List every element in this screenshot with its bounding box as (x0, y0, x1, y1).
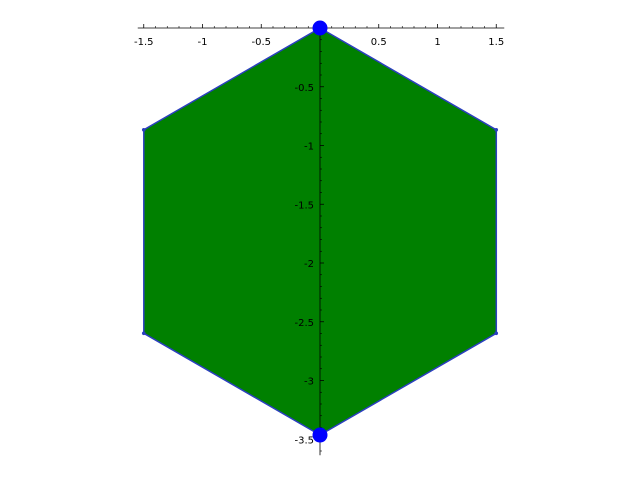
x-tick-label: -0.5 (251, 37, 271, 48)
highlight-point-0 (312, 20, 328, 36)
y-tick-label: -2 (304, 259, 314, 270)
y-tick-label: -0.5 (294, 83, 314, 94)
y-tick-label: -1 (304, 142, 314, 153)
y-tick-label: -1.5 (294, 200, 314, 211)
vertex-marker-5 (141, 127, 146, 132)
x-tick-label: 1.5 (488, 37, 504, 48)
highlight-point-1 (312, 427, 328, 443)
y-tick-label: -3 (304, 377, 314, 388)
x-tick-label: 0.5 (371, 37, 387, 48)
vertex-marker-4 (141, 331, 146, 336)
y-tick-label: -2.5 (294, 318, 314, 329)
x-tick-label: -1.5 (134, 37, 154, 48)
vertex-marker-1 (494, 127, 499, 132)
y-tick-label: -3.5 (294, 435, 314, 446)
x-tick-label: 1 (434, 37, 440, 48)
vertex-marker-2 (494, 331, 499, 336)
axes: -1.5 -1 -0.5 0.5 1 1.5 -0.5 -1 -1.5 -2 -2.5 -3 -3.5 (134, 22, 505, 456)
x-tick-label: -1 (198, 37, 208, 48)
highlight-points (312, 20, 328, 443)
